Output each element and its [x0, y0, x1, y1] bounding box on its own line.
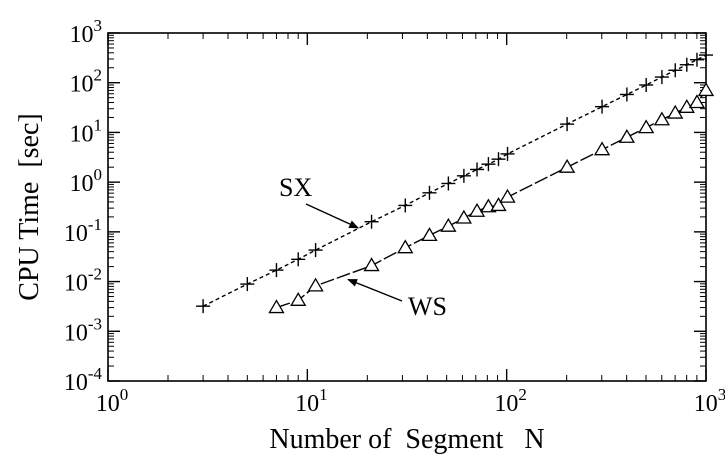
data-point-ws: [397, 239, 414, 254]
x-axis-label: Number of Segment N: [269, 424, 544, 455]
data-point-ws: [440, 217, 457, 232]
data-point-sx: [481, 157, 496, 172]
data-point-sx: [560, 117, 575, 132]
data-point-ws: [421, 227, 438, 242]
data-point-sx: [470, 162, 485, 177]
data-point-ws: [307, 277, 324, 292]
data-point-ws: [490, 197, 507, 212]
major-ticks: [107, 32, 707, 382]
data-point-ws: [363, 257, 380, 272]
x-tick-label: 100: [96, 385, 129, 417]
data-point-sx: [441, 176, 456, 191]
y-tick-labels: 10-4 10-3 10-2 10-1 100 101 102 103: [64, 16, 103, 396]
y-axis-label: CPU Time [sec]: [14, 113, 45, 300]
data-point-ws: [593, 141, 611, 156]
series-line-ws: [276, 89, 707, 309]
data-point-sx: [689, 52, 704, 67]
y-tick-label: 103: [70, 16, 103, 48]
data-point-ws: [618, 128, 636, 143]
annotation-arrow-ws: [347, 278, 403, 302]
data-point-ws: [455, 209, 473, 224]
data-point-ws: [499, 188, 516, 203]
data-point-sx: [639, 77, 654, 92]
series-markers: [196, 48, 715, 314]
data-point-sx: [456, 168, 471, 183]
data-point-ws: [667, 104, 684, 119]
annotation-sx: SX: [279, 173, 312, 202]
data-point-ws: [558, 158, 576, 173]
data-point-ws: [290, 292, 307, 306]
data-point-sx: [398, 198, 413, 213]
data-point-ws: [638, 119, 655, 134]
data-point-ws: [268, 299, 285, 314]
y-tick-label: 100: [70, 165, 103, 197]
annotations: SX WS: [279, 173, 447, 321]
data-point-sx: [422, 185, 437, 200]
y-tick-label: 10-2: [64, 265, 102, 297]
data-point-sx: [668, 63, 683, 78]
data-point-ws: [688, 94, 706, 109]
data-point-sx: [291, 252, 306, 267]
x-tick-label: 102: [494, 385, 526, 417]
x-tick-label: 103: [694, 385, 725, 417]
data-point-sx: [654, 70, 669, 85]
data-point-sx: [619, 87, 634, 102]
data-point-sx: [491, 152, 506, 167]
data-point-sx: [699, 48, 713, 63]
y-tick-label: 10-3: [64, 314, 102, 346]
data-point-ws: [653, 111, 671, 126]
plot-frame: [107, 32, 707, 382]
y-tick-label: 10-1: [64, 215, 102, 247]
x-tick-label: 101: [295, 385, 328, 417]
data-point-ws: [468, 202, 486, 217]
data-point-sx: [196, 299, 211, 314]
data-point-sx: [679, 57, 694, 72]
data-point-sx: [500, 146, 515, 161]
annotation-ws: WS: [408, 292, 447, 321]
data-point-ws: [697, 82, 715, 97]
y-tick-label: 10-4: [64, 364, 103, 396]
data-point-sx: [269, 263, 284, 278]
data-point-sx: [308, 243, 323, 258]
y-tick-label: 101: [70, 115, 103, 147]
annotation-arrow-sx: [305, 203, 360, 229]
data-point-sx: [595, 99, 610, 114]
y-tick-label: 102: [70, 66, 103, 98]
data-point-sx: [240, 277, 255, 292]
minor-ticks: [108, 33, 706, 381]
data-point-sx: [364, 214, 379, 229]
x-tick-labels: 100 101 102 103: [96, 385, 725, 417]
